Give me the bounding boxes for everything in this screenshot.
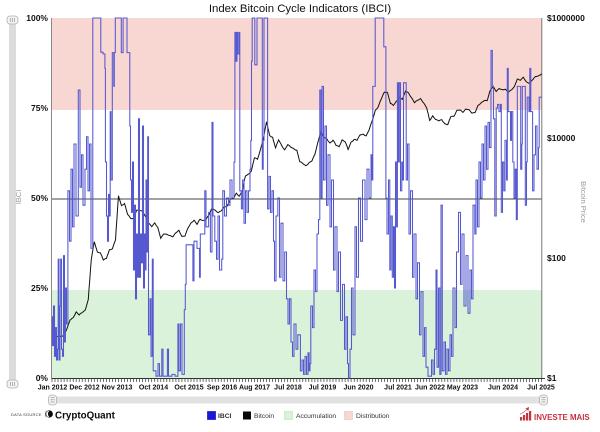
svg-text:25%: 25% xyxy=(31,283,48,293)
svg-text:Jul 2021: Jul 2021 xyxy=(384,385,412,392)
svg-text:$1000000: $1000000 xyxy=(547,13,585,23)
svg-text:Jul 2018: Jul 2018 xyxy=(274,385,302,392)
svg-text:Bitcoin: Bitcoin xyxy=(254,413,274,420)
svg-text:Dec 2012: Dec 2012 xyxy=(69,385,99,392)
svg-text:Oct 2014: Oct 2014 xyxy=(139,385,168,392)
svg-text:Bitcoin Price: Bitcoin Price xyxy=(579,181,588,223)
svg-text:Jan 2012: Jan 2012 xyxy=(38,385,68,392)
svg-text:Aug 2017: Aug 2017 xyxy=(239,385,270,392)
svg-text:Jul 2025: Jul 2025 xyxy=(527,385,555,392)
svg-text:$1: $1 xyxy=(547,373,557,383)
svg-text:100%: 100% xyxy=(26,13,48,23)
svg-text:Jul 2019: Jul 2019 xyxy=(309,385,337,392)
svg-text:Distribution: Distribution xyxy=(356,413,390,420)
svg-text:Sep 2016: Sep 2016 xyxy=(207,385,237,392)
svg-text:Jun 2022: Jun 2022 xyxy=(415,385,445,392)
svg-text:50%: 50% xyxy=(31,193,48,203)
svg-text:Oct 2015: Oct 2015 xyxy=(174,385,203,392)
svg-text:CryptoQuant: CryptoQuant xyxy=(55,411,116,422)
svg-text:Accumulation: Accumulation xyxy=(296,413,336,420)
svg-text:$10000: $10000 xyxy=(547,133,576,143)
svg-text:May 2023: May 2023 xyxy=(447,385,478,392)
svg-text:IBCI: IBCI xyxy=(14,190,23,205)
svg-text:INVESTE MAIS: INVESTE MAIS xyxy=(534,413,590,422)
svg-text:75%: 75% xyxy=(31,103,48,113)
svg-text:DATA SOURCE: DATA SOURCE xyxy=(11,412,42,417)
svg-text:IBCI: IBCI xyxy=(218,413,232,420)
svg-text:Jun 2024: Jun 2024 xyxy=(488,385,518,392)
svg-text:Index Bitcoin Cycle Indicators: Index Bitcoin Cycle Indicators (IBCI) xyxy=(209,3,392,15)
svg-text:Jun 2020: Jun 2020 xyxy=(344,385,374,392)
svg-text:Nov 2013: Nov 2013 xyxy=(102,385,133,392)
svg-text:$100: $100 xyxy=(547,253,566,263)
svg-text:0%: 0% xyxy=(36,373,49,383)
